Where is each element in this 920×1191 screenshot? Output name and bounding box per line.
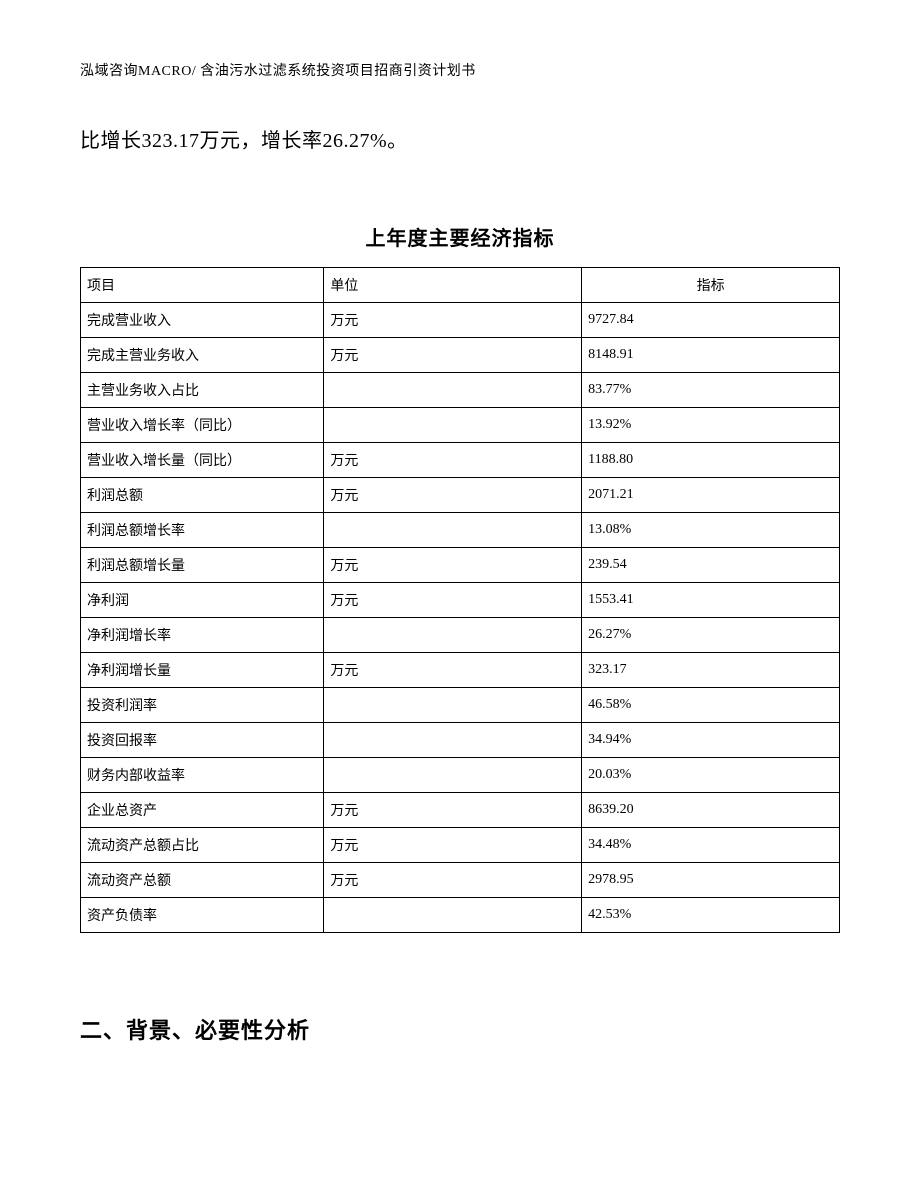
cell-value: 13.92% xyxy=(582,408,840,443)
cell-item: 营业收入增长量（同比） xyxy=(81,443,324,478)
cell-value: 26.27% xyxy=(582,618,840,653)
table-row: 流动资产总额万元2978.95 xyxy=(81,863,840,898)
cell-unit xyxy=(324,723,582,758)
cell-unit: 万元 xyxy=(324,863,582,898)
cell-item: 利润总额增长率 xyxy=(81,513,324,548)
table-row: 净利润增长量万元323.17 xyxy=(81,653,840,688)
cell-item: 财务内部收益率 xyxy=(81,758,324,793)
table-row: 净利润增长率 26.27% xyxy=(81,618,840,653)
document-page: 泓域咨询MACRO/ 含油污水过滤系统投资项目招商引资计划书 比增长323.17… xyxy=(0,0,920,1105)
cell-value: 20.03% xyxy=(582,758,840,793)
col-header-value: 指标 xyxy=(582,268,840,303)
col-header-unit: 单位 xyxy=(324,268,582,303)
cell-value: 1553.41 xyxy=(582,583,840,618)
table-row: 财务内部收益率 20.03% xyxy=(81,758,840,793)
cell-item: 完成营业收入 xyxy=(81,303,324,338)
table-row: 营业收入增长量（同比）万元1188.80 xyxy=(81,443,840,478)
table-row: 利润总额万元2071.21 xyxy=(81,478,840,513)
cell-unit xyxy=(324,898,582,933)
cell-unit xyxy=(324,408,582,443)
col-header-item: 项目 xyxy=(81,268,324,303)
economic-indicators-table: 项目 单位 指标 完成营业收入万元9727.84完成主营业务收入万元8148.9… xyxy=(80,267,840,933)
cell-value: 34.48% xyxy=(582,828,840,863)
table-title: 上年度主要经济指标 xyxy=(80,222,840,251)
cell-unit: 万元 xyxy=(324,828,582,863)
cell-value: 8639.20 xyxy=(582,793,840,828)
table-row: 营业收入增长率（同比） 13.92% xyxy=(81,408,840,443)
cell-value: 13.08% xyxy=(582,513,840,548)
table-row: 完成主营业务收入万元8148.91 xyxy=(81,338,840,373)
cell-value: 42.53% xyxy=(582,898,840,933)
cell-item: 流动资产总额 xyxy=(81,863,324,898)
cell-item: 净利润增长率 xyxy=(81,618,324,653)
table-row: 利润总额增长率 13.08% xyxy=(81,513,840,548)
cell-item: 利润总额 xyxy=(81,478,324,513)
cell-value: 239.54 xyxy=(582,548,840,583)
cell-value: 83.77% xyxy=(582,373,840,408)
cell-item: 营业收入增长率（同比） xyxy=(81,408,324,443)
table-body: 完成营业收入万元9727.84完成主营业务收入万元8148.91主营业务收入占比… xyxy=(81,303,840,933)
table-row: 流动资产总额占比万元34.48% xyxy=(81,828,840,863)
cell-unit xyxy=(324,373,582,408)
cell-value: 1188.80 xyxy=(582,443,840,478)
table-row: 投资利润率 46.58% xyxy=(81,688,840,723)
cell-value: 323.17 xyxy=(582,653,840,688)
cell-unit: 万元 xyxy=(324,303,582,338)
section-heading: 二、背景、必要性分析 xyxy=(80,1013,840,1045)
table-row: 净利润万元1553.41 xyxy=(81,583,840,618)
table-row: 投资回报率 34.94% xyxy=(81,723,840,758)
cell-item: 主营业务收入占比 xyxy=(81,373,324,408)
cell-value: 46.58% xyxy=(582,688,840,723)
cell-unit: 万元 xyxy=(324,653,582,688)
cell-item: 资产负债率 xyxy=(81,898,324,933)
cell-value: 8148.91 xyxy=(582,338,840,373)
cell-unit xyxy=(324,758,582,793)
cell-unit: 万元 xyxy=(324,443,582,478)
cell-item: 完成主营业务收入 xyxy=(81,338,324,373)
table-row: 主营业务收入占比 83.77% xyxy=(81,373,840,408)
cell-unit: 万元 xyxy=(324,548,582,583)
table-header-row: 项目 单位 指标 xyxy=(81,268,840,303)
cell-item: 投资利润率 xyxy=(81,688,324,723)
cell-item: 净利润 xyxy=(81,583,324,618)
cell-item: 流动资产总额占比 xyxy=(81,828,324,863)
cell-item: 投资回报率 xyxy=(81,723,324,758)
intro-paragraph: 比增长323.17万元，增长率26.27%。 xyxy=(80,124,840,158)
table-row: 完成营业收入万元9727.84 xyxy=(81,303,840,338)
table-row: 资产负债率 42.53% xyxy=(81,898,840,933)
cell-unit: 万元 xyxy=(324,793,582,828)
cell-value: 34.94% xyxy=(582,723,840,758)
table-row: 企业总资产万元8639.20 xyxy=(81,793,840,828)
cell-unit xyxy=(324,618,582,653)
cell-item: 利润总额增长量 xyxy=(81,548,324,583)
cell-unit xyxy=(324,513,582,548)
cell-item: 净利润增长量 xyxy=(81,653,324,688)
table-row: 利润总额增长量万元239.54 xyxy=(81,548,840,583)
cell-unit xyxy=(324,688,582,723)
cell-value: 2978.95 xyxy=(582,863,840,898)
cell-unit: 万元 xyxy=(324,478,582,513)
cell-unit: 万元 xyxy=(324,583,582,618)
cell-value: 9727.84 xyxy=(582,303,840,338)
page-header-text: 泓域咨询MACRO/ 含油污水过滤系统投资项目招商引资计划书 xyxy=(80,60,840,80)
cell-item: 企业总资产 xyxy=(81,793,324,828)
cell-value: 2071.21 xyxy=(582,478,840,513)
cell-unit: 万元 xyxy=(324,338,582,373)
